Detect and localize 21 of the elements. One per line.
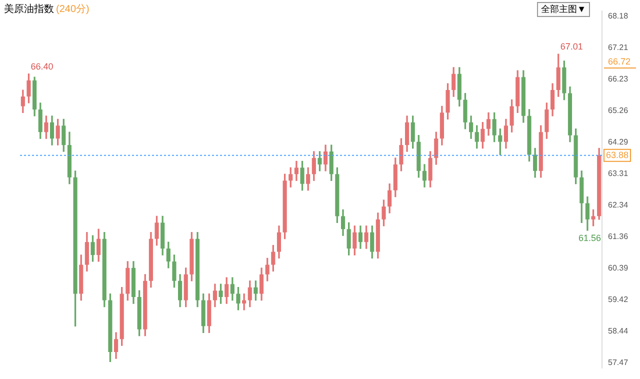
y-tick-label: 62.34: [608, 200, 629, 210]
annotation: 66.40: [30, 61, 54, 72]
y-tick-label: 61.36: [608, 232, 629, 242]
chart-title: 美原油指数: [4, 4, 54, 15]
annotation: 61.56: [578, 232, 601, 243]
y-tick-label: 59.42: [608, 294, 629, 304]
text: 66.72: [608, 56, 631, 66]
y-tick-label: 67.21: [608, 42, 629, 52]
y-tick-label: 63.31: [608, 169, 629, 178]
y-tick-label: 57.47: [608, 358, 629, 367]
chart-subtitle: (240分): [56, 4, 90, 15]
candlestick: [242, 293, 246, 310]
ref-line-label: 63.88: [606, 150, 629, 160]
annotation: 全部主图▼: [537, 2, 590, 17]
annotation: 67.01: [560, 42, 583, 52]
y-tick-label: 65.26: [608, 106, 629, 115]
y-tick-label: 68.18: [608, 12, 629, 20]
y-tick-label: 60.39: [608, 263, 629, 272]
y-tick-label: 66.23: [608, 74, 629, 84]
y-tick-label: 64.29: [608, 137, 629, 146]
y-tick-label: 58.44: [608, 326, 629, 336]
